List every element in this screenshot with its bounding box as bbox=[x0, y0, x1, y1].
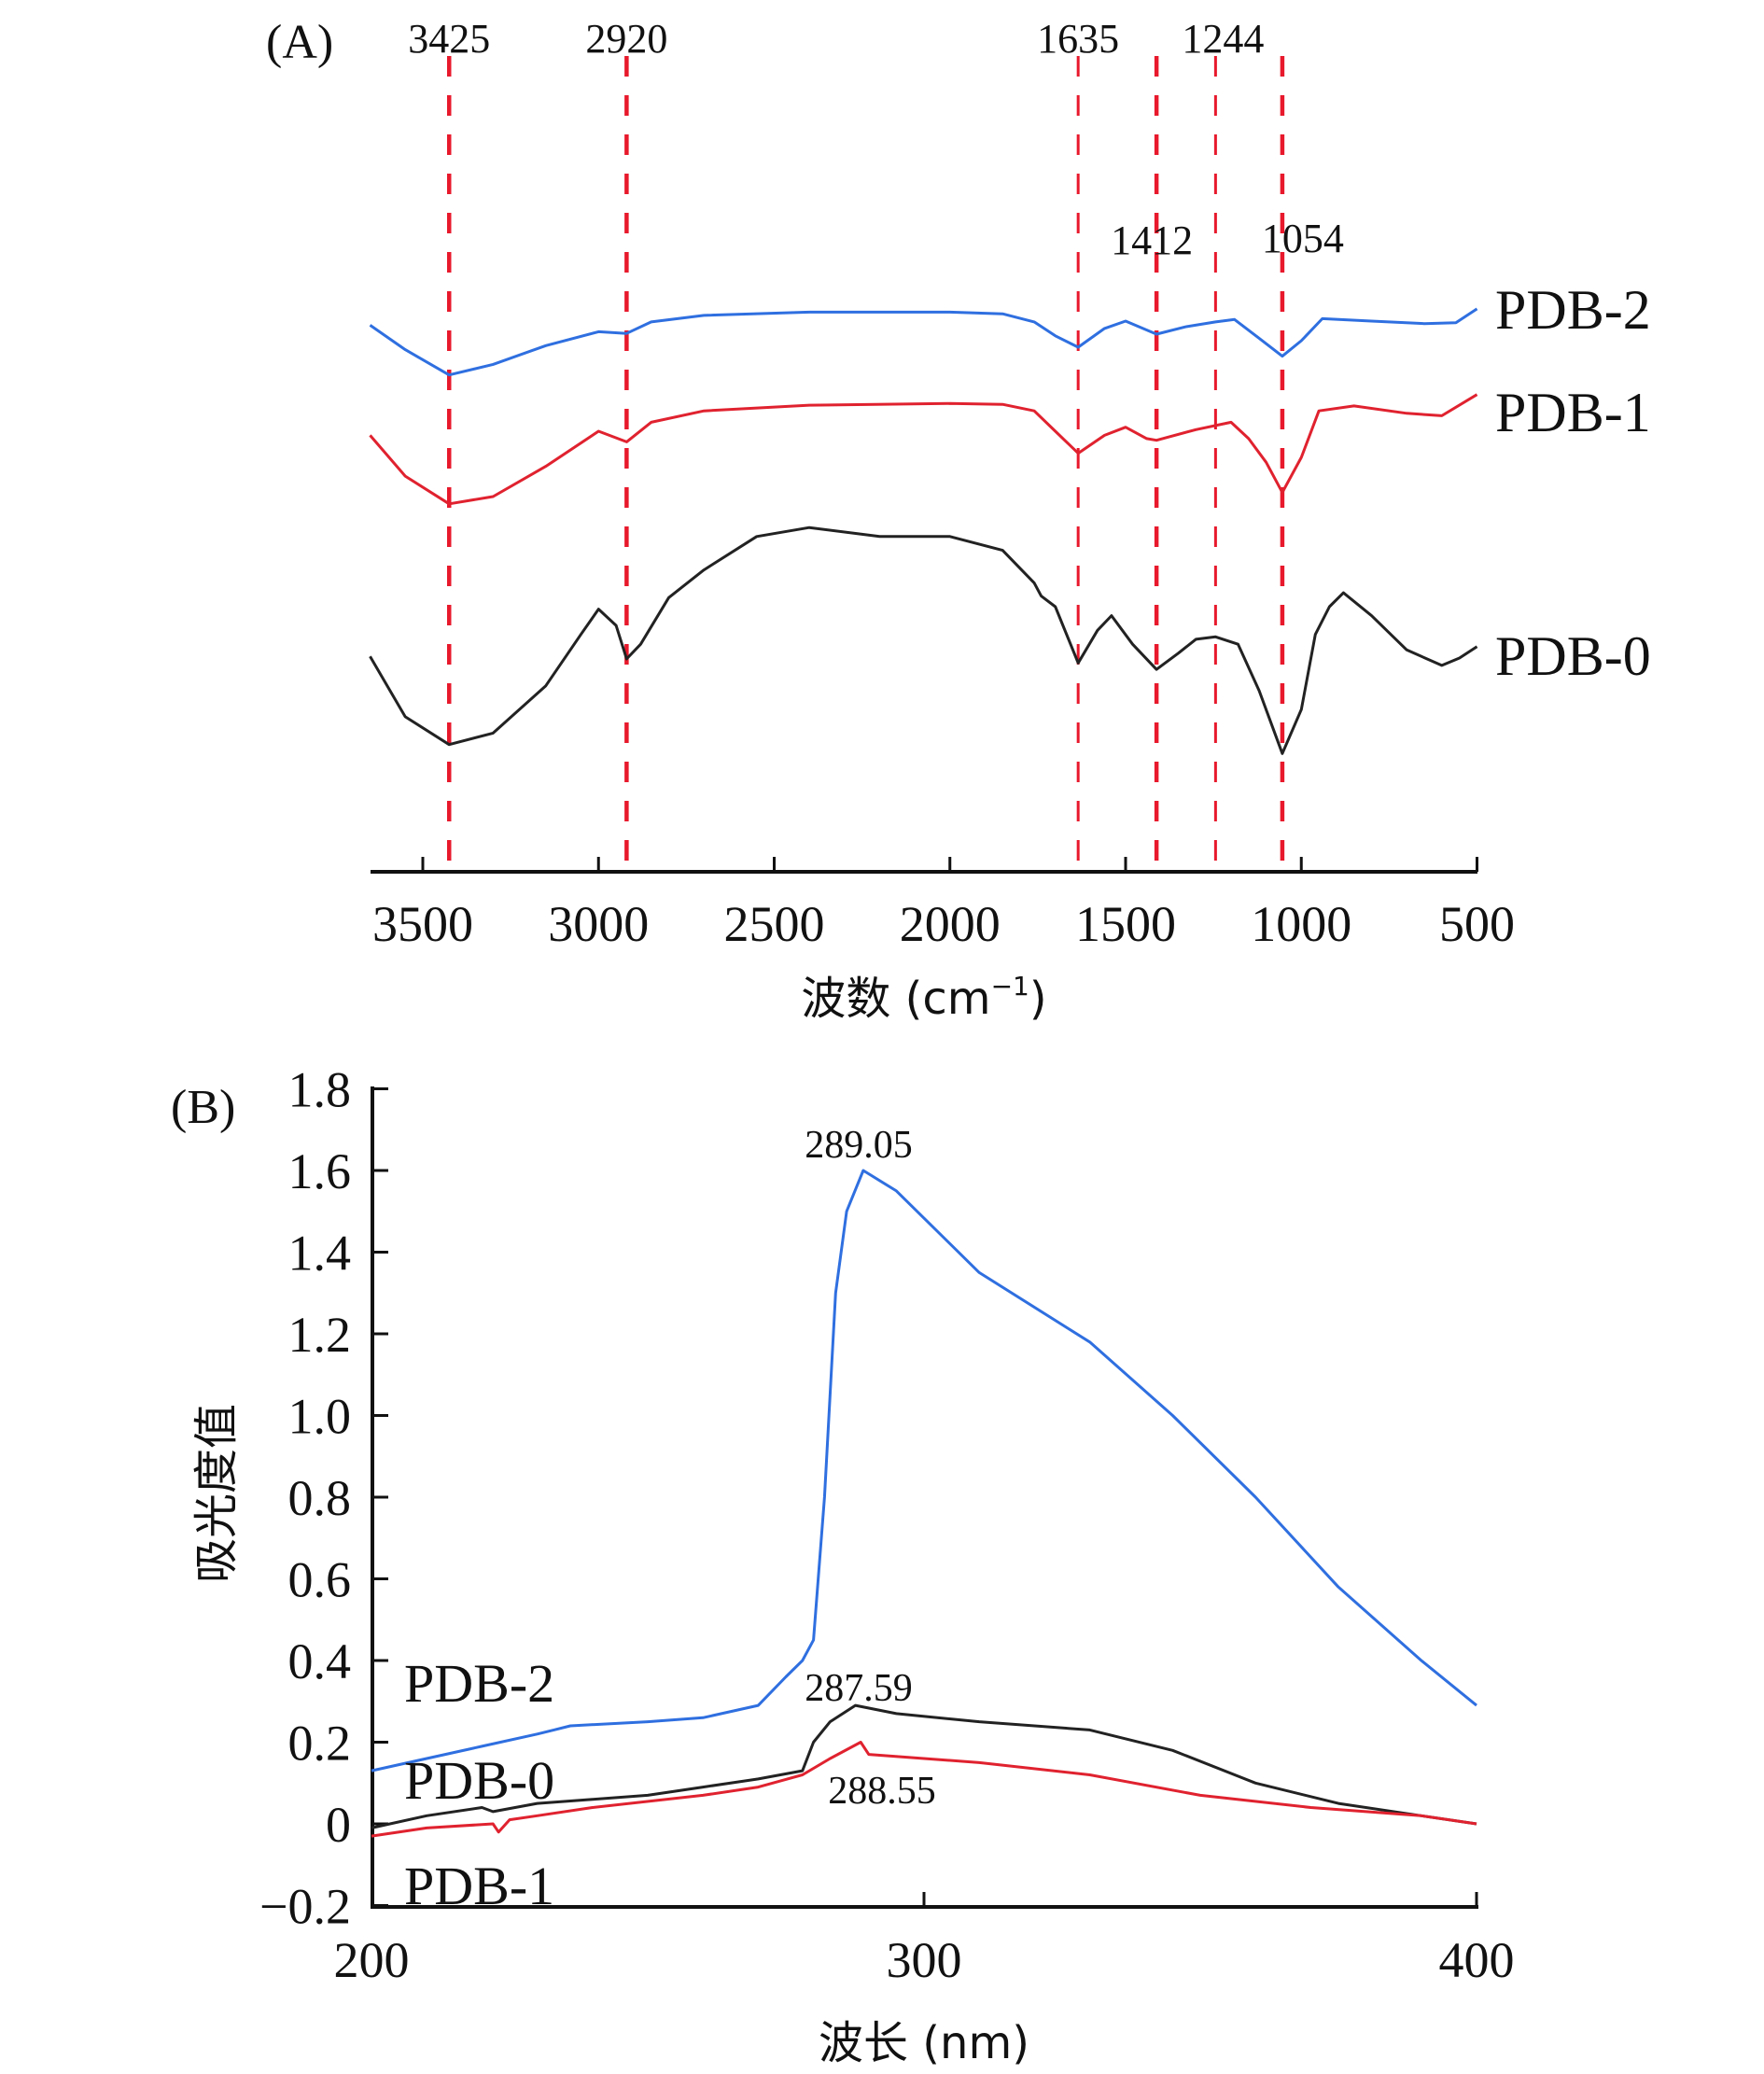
legend-label-pdb-2: PDB-2 bbox=[1495, 279, 1651, 341]
y-tick-label: 0.8 bbox=[288, 1470, 352, 1526]
x-axis-title: 波数 (cm−1) bbox=[801, 971, 1046, 1025]
series-line-pdb-2 bbox=[369, 307, 1478, 377]
reference-line-label: 3425 bbox=[408, 16, 490, 62]
x-axis-title-main: 波数 (cm bbox=[801, 973, 990, 1025]
x-tick-label: 500 bbox=[1439, 896, 1515, 952]
reference-line-label: 2920 bbox=[585, 16, 667, 62]
peak-annotations: 289.05 287.59 288.55 bbox=[805, 1124, 936, 1813]
peak-annotation-pdb-2: 289.05 bbox=[805, 1124, 913, 1167]
reference-line-label: 1244 bbox=[1182, 16, 1264, 62]
x-tick-label: 1500 bbox=[1075, 896, 1176, 952]
y-tick-label: 0.4 bbox=[288, 1633, 352, 1689]
legend-label-pdb-2: PDB-2 bbox=[404, 1653, 554, 1714]
legend: PDB-2 PDB-1 PDB-0 bbox=[1495, 279, 1651, 687]
series-line-pdb-0 bbox=[371, 1703, 1477, 1829]
x-tick-label: 1000 bbox=[1251, 896, 1351, 952]
legend-label-pdb-1: PDB-1 bbox=[404, 1856, 554, 1916]
y-tick-label: 0 bbox=[326, 1797, 351, 1853]
reference-line-label: 1412 bbox=[1111, 217, 1193, 263]
reference-line-label: 1054 bbox=[1262, 216, 1344, 261]
series-group bbox=[371, 1169, 1477, 1838]
legend-label-pdb-0: PDB-0 bbox=[1495, 625, 1651, 687]
series-line-pdb-0 bbox=[369, 526, 1478, 755]
x-axis-ticks: 3500 3000 2500 2000 1500 1000 500 bbox=[372, 857, 1515, 952]
x-axis-title: 波长 (nm) bbox=[819, 2017, 1029, 2069]
y-tick-label: 0.6 bbox=[288, 1552, 352, 1608]
x-tick-label: 200 bbox=[334, 1932, 410, 1988]
y-tick-label: 1.8 bbox=[288, 1062, 352, 1118]
legend-label-pdb-0: PDB-0 bbox=[404, 1750, 554, 1811]
panel-a-label: (A) bbox=[266, 16, 333, 69]
y-tick-label: 0.2 bbox=[288, 1716, 352, 1772]
reference-line-labels: 3425 2920 1635 1412 1244 1054 bbox=[408, 16, 1344, 263]
x-axis-title-close: ) bbox=[1029, 973, 1047, 1025]
x-tick-label: 3000 bbox=[548, 896, 649, 952]
y-tick-label: 1.0 bbox=[288, 1389, 352, 1445]
series-line-pdb-2 bbox=[371, 1169, 1477, 1773]
x-tick-label: 2500 bbox=[724, 896, 825, 952]
x-axis-ticks: 200 300 400 bbox=[334, 1892, 1515, 1988]
series-line-pdb-1 bbox=[371, 1741, 1477, 1838]
series-line-pdb-1 bbox=[369, 393, 1478, 506]
y-tick-label: 1.6 bbox=[288, 1143, 352, 1199]
x-tick-label: 400 bbox=[1439, 1932, 1515, 1988]
y-axis-ticks: −0.2 0 0.2 0.4 0.6 0.8 1.0 1.2 1.4 1.6 1.8 bbox=[259, 1062, 388, 1935]
y-axis-title: 吸光度值 bbox=[190, 1404, 243, 1583]
y-tick-label: 1.4 bbox=[288, 1226, 352, 1282]
legend-label-pdb-1: PDB-1 bbox=[1495, 382, 1651, 443]
panel-b-label: (B) bbox=[171, 1081, 235, 1134]
peak-annotation-pdb-0: 287.59 bbox=[805, 1667, 913, 1710]
series-group bbox=[369, 307, 1478, 755]
reference-lines bbox=[446, 56, 1285, 870]
x-tick-label: 3500 bbox=[372, 896, 473, 952]
y-tick-label: −0.2 bbox=[259, 1879, 351, 1935]
x-tick-label: 300 bbox=[887, 1932, 962, 1988]
y-tick-label: 1.2 bbox=[288, 1307, 352, 1363]
reference-line-label: 1635 bbox=[1037, 16, 1119, 62]
peak-annotation-pdb-1: 288.55 bbox=[828, 1770, 936, 1813]
x-axis-title-superscript: −1 bbox=[991, 971, 1029, 1002]
panel-b: (B) −0.2 0 0.2 0.4 0.6 0.8 1.0 1.2 1.4 1.6 1.8 200… bbox=[171, 1062, 1515, 2070]
x-tick-label: 2000 bbox=[900, 896, 1001, 952]
legend: PDB-2 PDB-0 PDB-1 bbox=[404, 1653, 554, 1916]
